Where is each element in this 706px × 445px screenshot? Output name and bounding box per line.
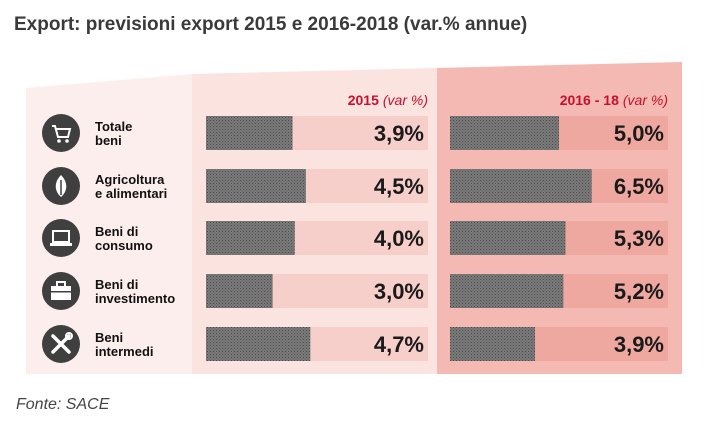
- category-label-line: Totale: [95, 119, 132, 134]
- category-label-line: Beni di: [95, 224, 138, 239]
- value-label: 3,9%: [614, 332, 664, 357]
- bar: [206, 221, 295, 255]
- category-label: Beni di investimento: [95, 277, 175, 306]
- bar: [450, 169, 592, 203]
- tools-icon: [42, 325, 80, 363]
- category-label-line: Agricoltura: [95, 172, 165, 187]
- category-label-line: investimento: [95, 291, 175, 306]
- bar: [450, 221, 566, 255]
- value-label: 4,7%: [374, 332, 424, 357]
- bar: [206, 116, 293, 150]
- chart-row: Beni intermedi 4,7% 3,9%: [42, 325, 668, 363]
- value-label: 4,0%: [374, 226, 424, 251]
- category-label: Agricoltura e alimentari: [95, 172, 167, 201]
- chart-row: Totale beni 3,9% 5,0%: [42, 114, 668, 152]
- series-header-2016-18: 2016 - 18 (var %): [560, 92, 668, 108]
- value-label: 5,2%: [614, 279, 664, 304]
- source-note: Fonte: SACE: [16, 396, 110, 413]
- series-header-2015: 2015 (var %): [348, 92, 428, 108]
- category-label: Beni intermedi: [95, 330, 154, 359]
- value-label: 5,3%: [614, 226, 664, 251]
- bar: [206, 274, 273, 308]
- series-name: 2015: [348, 92, 379, 108]
- chart-row: Beni di consumo 4,0% 5,3%: [42, 219, 668, 257]
- chart-row: Beni di investimento 3,0% 5,2%: [42, 272, 668, 310]
- value-label: 3,0%: [374, 279, 424, 304]
- chart-row: Agricoltura e alimentari 4,5% 6,5%: [42, 167, 668, 205]
- bar: [450, 116, 559, 150]
- bar: [206, 327, 311, 361]
- value-label: 4,5%: [374, 174, 424, 199]
- series-unit: (var %): [383, 92, 428, 108]
- category-label-line: Beni di: [95, 277, 138, 292]
- category-label-line: Beni: [95, 330, 123, 345]
- category-label-line: e alimentari: [95, 186, 167, 201]
- bar: [450, 327, 536, 361]
- category-label: Beni di consumo: [95, 224, 153, 253]
- briefcase-icon: [42, 272, 80, 310]
- category-label-line: consumo: [95, 238, 153, 253]
- value-label: 5,0%: [614, 121, 664, 146]
- category-label-line: intermedi: [95, 344, 154, 359]
- laptop-icon: [42, 219, 80, 257]
- bar: [206, 169, 306, 203]
- grain-icon: [42, 167, 80, 205]
- category-label: Totale beni: [95, 119, 132, 148]
- page-title: Export: previsioni export 2015 e 2016-20…: [14, 14, 528, 35]
- series-name: 2016 - 18: [560, 92, 619, 108]
- value-label: 6,5%: [614, 174, 664, 199]
- series-unit: (var %): [623, 92, 668, 108]
- category-label-line: beni: [95, 133, 122, 148]
- bar: [450, 274, 564, 308]
- shopping-cart-icon: [42, 114, 80, 152]
- value-label: 3,9%: [374, 121, 424, 146]
